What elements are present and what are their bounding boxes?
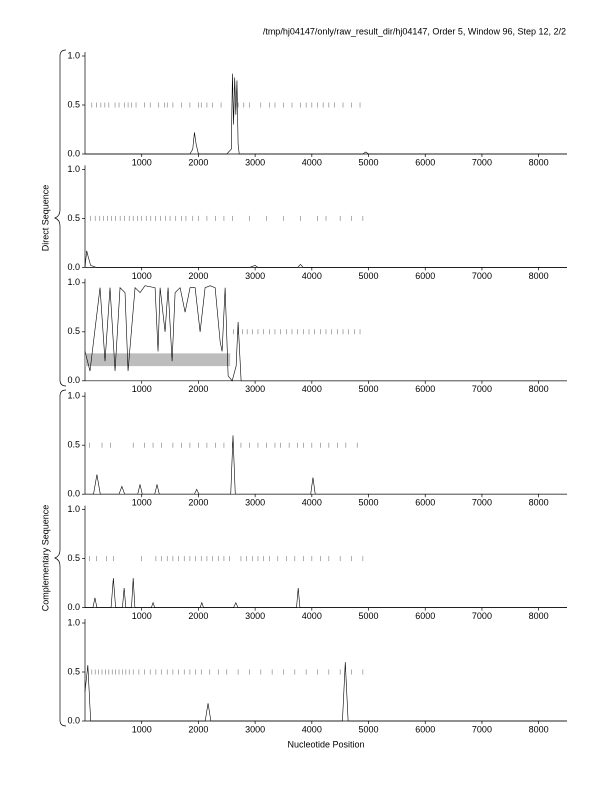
y-tick-label: 0.0 [67, 715, 80, 725]
x-tick-label: 5000 [359, 157, 379, 167]
x-tick-label: 5000 [359, 611, 379, 621]
x-tick-label: 5000 [359, 384, 379, 394]
x-tick-label: 4000 [302, 384, 322, 394]
y-tick-label: 0.0 [67, 602, 80, 612]
x-tick-label: 3000 [245, 611, 265, 621]
y-tick-label: 0.5 [67, 440, 80, 450]
y-tick-label: 0.5 [67, 666, 80, 676]
x-tick-label: 2000 [188, 611, 208, 621]
x-tick-label: 8000 [529, 498, 549, 508]
x-tick-label: 1000 [132, 724, 152, 734]
x-tick-label: 5000 [359, 724, 379, 734]
x-tick-label: 2000 [188, 157, 208, 167]
x-tick-label: 4000 [302, 271, 322, 281]
x-tick-label: 6000 [415, 498, 435, 508]
x-tick-label: 7000 [472, 498, 492, 508]
y-tick-label: 0.5 [67, 213, 80, 223]
x-tick-label: 1000 [132, 611, 152, 621]
x-tick-label: 5000 [359, 271, 379, 281]
x-tick-label: 2000 [188, 724, 208, 734]
line [85, 435, 567, 495]
y-tick-label: 1.0 [67, 391, 80, 401]
y-tick-label: 1.0 [67, 164, 80, 174]
y-tick-label: 0.0 [67, 489, 80, 499]
x-tick-label: 1000 [132, 384, 152, 394]
x-tick-label: 4000 [302, 611, 322, 621]
x-tick-label: 7000 [472, 724, 492, 734]
x-tick-label: 1000 [132, 271, 152, 281]
x-tick-label: 5000 [359, 498, 379, 508]
x-tick-label: 3000 [245, 384, 265, 394]
x-tick-label: 1000 [132, 157, 152, 167]
y-tick-label: 1.0 [67, 50, 80, 60]
x-tick-label: 6000 [415, 157, 435, 167]
bracket-complementary [54, 389, 67, 727]
region [85, 353, 231, 367]
x-tick-label: 7000 [472, 157, 492, 167]
x-tick-label: 3000 [245, 724, 265, 734]
y-tick-label: 0.5 [67, 553, 80, 563]
x-tick-label: 2000 [188, 498, 208, 508]
x-tick-label: 7000 [472, 384, 492, 394]
x-tick-label: 6000 [415, 271, 435, 281]
y-axis-label: Complementary Sequence [40, 505, 50, 612]
y-axis-label: Direct Sequence [40, 185, 50, 252]
x-tick-label: 8000 [529, 611, 549, 621]
bracket-direct [54, 49, 67, 387]
y-tick-label: 1.0 [67, 277, 80, 287]
x-axis-label: Nucleotide Position [287, 739, 364, 749]
y-tick-label: 0.0 [67, 262, 80, 272]
line [84, 250, 567, 268]
y-tick-label: 1.0 [67, 617, 80, 627]
x-tick-label: 1000 [132, 498, 152, 508]
y-tick-label: 1.0 [67, 504, 80, 514]
x-tick-label: 6000 [415, 724, 435, 734]
x-tick-label: 8000 [529, 271, 549, 281]
x-tick-label: 4000 [302, 157, 322, 167]
x-tick-label: 7000 [472, 271, 492, 281]
x-tick-label: 4000 [302, 498, 322, 508]
x-tick-label: 6000 [415, 384, 435, 394]
y-tick-label: 0.5 [67, 326, 80, 336]
x-tick-label: 4000 [302, 724, 322, 734]
x-tick-label: 3000 [245, 271, 265, 281]
x-tick-label: 8000 [529, 724, 549, 734]
x-tick-label: 3000 [245, 498, 265, 508]
x-tick-label: 8000 [529, 384, 549, 394]
x-tick-label: 2000 [188, 271, 208, 281]
x-tick-label: 3000 [245, 157, 265, 167]
line [85, 73, 567, 155]
y-tick-label: 0.5 [67, 99, 80, 109]
x-tick-label: 2000 [188, 384, 208, 394]
x-tick-label: 7000 [472, 611, 492, 621]
x-tick-label: 6000 [415, 611, 435, 621]
x-tick-label: 8000 [529, 157, 549, 167]
y-tick-label: 0.0 [67, 148, 80, 158]
line [84, 662, 567, 722]
y-tick-label: 0.0 [67, 375, 80, 385]
line [85, 578, 567, 608]
figure-title: /tmp/hj04147/only/raw_result_dir/hj04147… [263, 26, 566, 36]
line [84, 285, 567, 382]
